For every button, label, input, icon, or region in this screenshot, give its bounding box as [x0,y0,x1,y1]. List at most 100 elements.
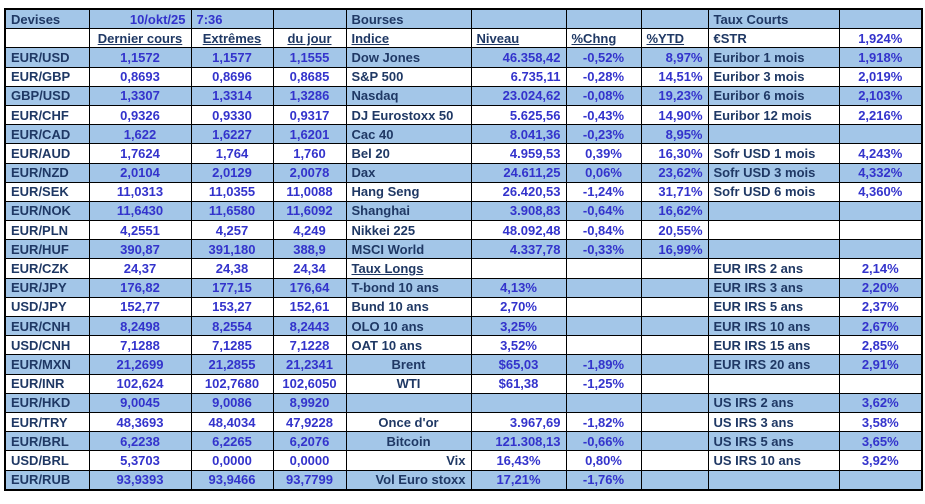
index-name: Nikkei 225 [345,220,472,241]
index-pct-change: -0,33% [565,239,642,260]
index-level [470,258,567,279]
currency-pair: EUR/TRY [4,411,90,433]
index-pct-change: -0,64% [565,200,642,222]
index-pct-change: -0,52% [565,47,642,68]
rate-extreme: 8,2554 [190,315,274,337]
rate-value: 2,20% [838,277,923,298]
rate-value [838,373,923,394]
index-pct-change: -1,89% [565,354,642,375]
index-level [470,392,567,413]
index-pct-ytd [640,315,709,337]
rate-last: 5,3703 [88,450,192,471]
rate-value: 3,92% [838,450,923,471]
index-pct-ytd [640,258,709,279]
rate-day: 152,61 [272,296,347,318]
index-name: Bitcoin [345,431,472,452]
rate-last: 1,3307 [88,85,192,106]
index-name: WTI [345,373,472,394]
index-name: S&P 500 [345,66,472,87]
index-level: 4.337,78 [470,239,567,260]
rate-extreme: 11,0355 [190,181,274,202]
rate-value [838,220,923,241]
table-row: EUR/GBP 0,8693 0,8696 0,8685 S&P 500 6.735,11… [4,66,923,87]
empty-cell [838,8,923,30]
index-pct-change [565,315,642,337]
section-header-row: Devises 10/okt/25 7:36 Bourses Taux Cour… [4,8,923,30]
index-pct-change: -1,25% [565,373,642,394]
index-level: $65,03 [470,354,567,375]
currency-pair: EUR/PLN [4,220,90,241]
index-pct-change: 0,39% [565,143,642,164]
currency-pair: EUR/HKD [4,392,90,413]
rate-value: 4,243% [838,143,923,164]
rate-value: 2,216% [838,104,923,126]
index-pct-ytd: 8,95% [640,124,709,145]
rate-name [707,220,840,241]
table-row: EUR/TRY 48,3693 48,4034 47,9228 Once d'or 3.9… [4,411,923,433]
rate-extreme: 9,0086 [190,392,274,413]
rate-day: 8,9920 [272,392,347,413]
rate-day: 4,249 [272,220,347,241]
rate-name: EUR IRS 3 ans [707,277,840,298]
index-name: Bund 10 ans [345,296,472,318]
index-pct-ytd [640,354,709,375]
index-pct-ytd [640,373,709,394]
table-row: EUR/CNH 8,2498 8,2554 8,2443 OLO 10 ans 3,25%… [4,315,923,337]
index-pct-change: -0,66% [565,431,642,452]
empty-cell [4,28,90,49]
rate-name: US IRS 10 ans [707,450,840,471]
currency-pair: USD/CNH [4,335,90,356]
index-level: 48.092,48 [470,220,567,241]
rate-extreme: 0,9330 [190,104,274,126]
table-row: EUR/NOK 11,6430 11,6580 11,6092 Shanghai 3.90… [4,200,923,222]
rate-name [707,200,840,222]
rate-name: EUR IRS 2 ans [707,258,840,279]
currency-pair: EUR/GBP [4,66,90,87]
date-label: 10/okt/25 [88,8,192,30]
rate-day: 1,1555 [272,47,347,68]
currency-pair: EUR/NOK [4,200,90,222]
rate-name: Euribor 12 mois [707,104,840,126]
rate-value: 1,918% [838,47,923,68]
rate-value: 2,019% [838,66,923,87]
currency-pair: EUR/JPY [4,277,90,298]
rate-last: 9,0045 [88,392,192,413]
rate-name [707,124,840,145]
table-row: USD/CNH 7,1288 7,1285 7,1228 OAT 10 ans 3,52%… [4,335,923,356]
rate-day: 1,3286 [272,85,347,106]
col-header-dernier-cours: Dernier cours [88,28,192,49]
rate-last: 11,6430 [88,200,192,222]
index-pct-ytd: 19,23% [640,85,709,106]
rate-extreme: 1,6227 [190,124,274,145]
rate-name: US IRS 5 ans [707,431,840,452]
rate-extreme: 24,38 [190,258,274,279]
index-level: 46.358,42 [470,47,567,68]
index-level: 3,52% [470,335,567,356]
index-level: 2,70% [470,296,567,318]
index-name: Shanghai [345,200,472,222]
currency-pair: GBP/USD [4,85,90,106]
rate-value: 2,37% [838,296,923,318]
rate-day: 6,2076 [272,431,347,452]
currency-pair: USD/BRL [4,450,90,471]
rate-extreme: 48,4034 [190,411,274,433]
index-level: 5.625,56 [470,104,567,126]
bourses-section-header: Bourses [345,8,472,30]
rate-day: 0,8685 [272,66,347,87]
rate-day: 0,0000 [272,450,347,471]
rate-name: EUR IRS 5 ans [707,296,840,318]
index-level: 3.967,69 [470,411,567,433]
rate-value: 2,91% [838,354,923,375]
estr-value: 1,924% [838,28,923,49]
rate-value: 2,85% [838,335,923,356]
index-name: MSCI World [345,239,472,260]
index-pct-ytd [640,335,709,356]
rate-name: Euribor 1 mois [707,47,840,68]
index-level: 3.908,83 [470,200,567,222]
table-row: GBP/USD 1,3307 1,3314 1,3286 Nasdaq 23.024,62… [4,85,923,106]
table-row: EUR/HUF 390,87 391,180 388,9 MSCI World 4.337… [4,239,923,260]
index-level: 6.735,11 [470,66,567,87]
estr-label: €STR [707,28,840,49]
currency-pair: EUR/USD [4,47,90,68]
rate-last: 93,9393 [88,469,192,491]
